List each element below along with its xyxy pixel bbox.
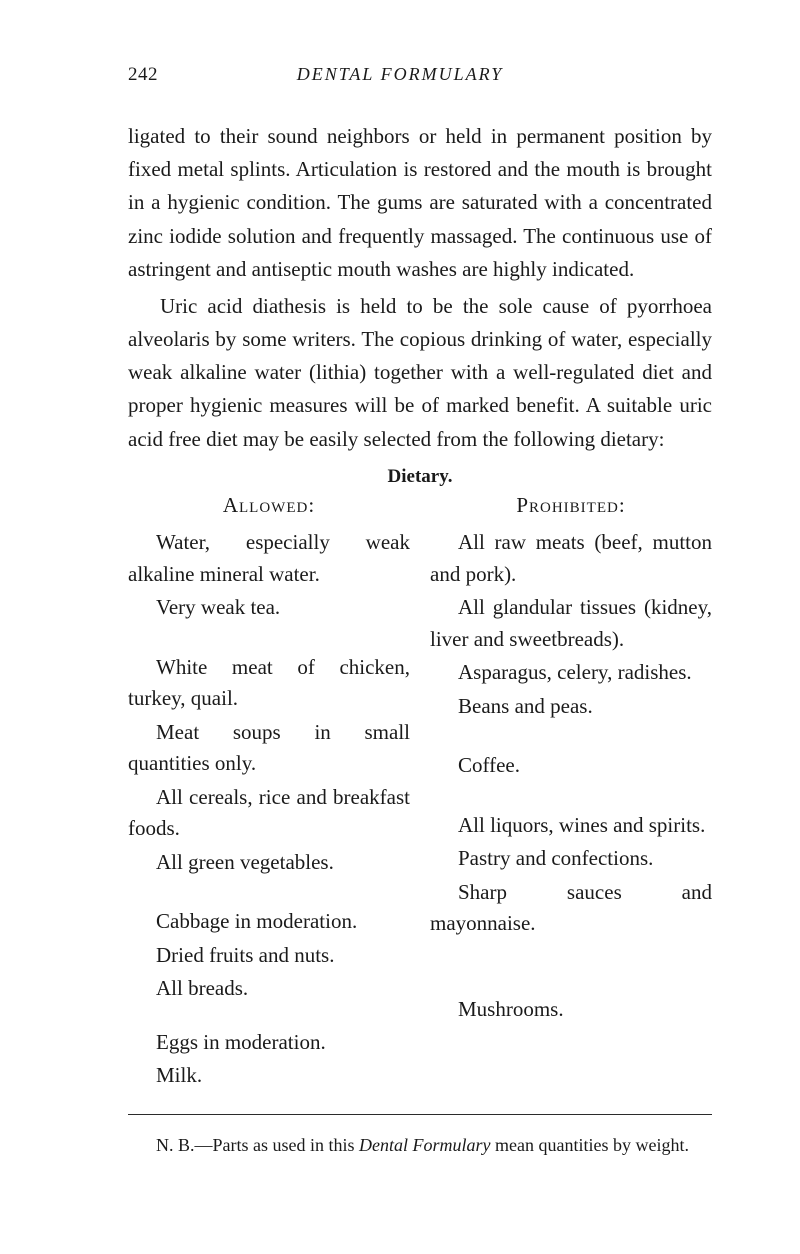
allowed-item: All cereals, rice and breakfast foods. [128, 782, 410, 845]
footnote-italic: Dental Formulary [359, 1135, 490, 1155]
footnote: N. B.—Parts as used in this Dental Formu… [128, 1133, 712, 1158]
prohibited-item: Coffee. [430, 750, 712, 782]
allowed-item: Water, especially weak alkaline mineral … [128, 527, 410, 590]
prohibited-item: Pastry and confections. [430, 843, 712, 875]
allowed-header: Allowed: [128, 490, 410, 522]
allowed-column: Allowed: Water, especially weak alkaline… [128, 490, 410, 1094]
dietary-table: Allowed: Water, especially weak alkaline… [128, 490, 712, 1094]
paragraph-2: Uric acid diathesis is held to be the so… [128, 290, 712, 456]
footnote-prefix: N. B.—Parts as used in this [156, 1135, 359, 1155]
prohibited-header: Prohibited: [430, 490, 712, 522]
running-header: 242 DENTAL FORMULARY [128, 64, 712, 86]
allowed-item: Very weak tea. [128, 592, 410, 624]
prohibited-item: All liquors, wines and spirits. [430, 810, 712, 842]
allowed-item: Meat soups in small quantities only. [128, 717, 410, 780]
paragraph-1: ligated to their sound neighbors or held… [128, 120, 712, 286]
prohibited-item: All glandular tissues (kidney, liver and… [430, 592, 712, 655]
prohibited-column: Prohibited: All raw meats (beef, mutton … [430, 490, 712, 1094]
prohibited-item: Beans and peas. [430, 691, 712, 723]
running-title: DENTAL FORMULARY [118, 64, 682, 85]
allowed-item: All breads. [128, 973, 410, 1005]
footnote-suffix: mean quantities by weight. [491, 1135, 689, 1155]
prohibited-item: Mushrooms. [430, 994, 712, 1026]
allowed-item: Cabbage in moderation. [128, 906, 410, 938]
prohibited-item: All raw meats (beef, mutton and pork). [430, 527, 712, 590]
dietary-heading: Dietary. [128, 466, 712, 488]
allowed-item: Eggs in moderation. [128, 1027, 410, 1059]
page: 242 DENTAL FORMULARY ligated to their so… [0, 0, 800, 1254]
allowed-item: Dried fruits and nuts. [128, 940, 410, 972]
allowed-item: Milk. [128, 1060, 410, 1092]
allowed-item: All green vegetables. [128, 847, 410, 879]
allowed-item: White meat of chicken, turkey, quail. [128, 652, 410, 715]
footnote-rule [128, 1114, 712, 1115]
prohibited-item: Sharp sauces and mayonnaise. [430, 877, 712, 940]
prohibited-item: Asparagus, celery, radishes. [430, 657, 712, 689]
